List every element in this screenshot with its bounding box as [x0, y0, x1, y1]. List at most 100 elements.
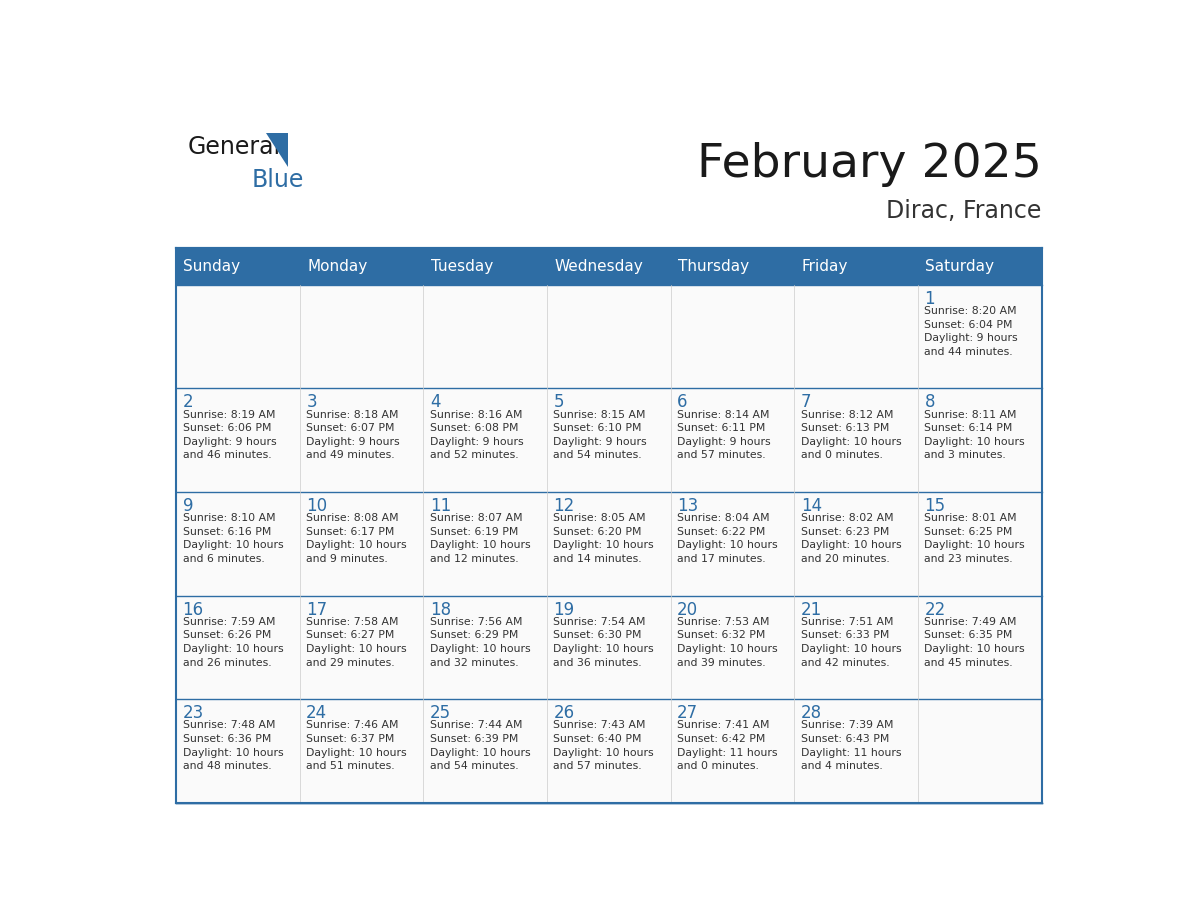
Text: 7: 7 — [801, 393, 811, 411]
Text: Sunrise: 7:41 AM
Sunset: 6:42 PM
Daylight: 11 hours
and 0 minutes.: Sunrise: 7:41 AM Sunset: 6:42 PM Dayligh… — [677, 721, 778, 771]
Text: 9: 9 — [183, 497, 194, 515]
Text: Sunrise: 8:05 AM
Sunset: 6:20 PM
Daylight: 10 hours
and 14 minutes.: Sunrise: 8:05 AM Sunset: 6:20 PM Dayligh… — [554, 513, 655, 564]
Bar — [176, 388, 299, 492]
Text: Sunrise: 7:58 AM
Sunset: 6:27 PM
Daylight: 10 hours
and 29 minutes.: Sunrise: 7:58 AM Sunset: 6:27 PM Dayligh… — [307, 617, 406, 667]
Text: 1: 1 — [924, 290, 935, 308]
Bar — [423, 492, 546, 596]
Text: 19: 19 — [554, 600, 575, 619]
Bar — [671, 285, 795, 388]
Text: 28: 28 — [801, 704, 822, 722]
Text: 27: 27 — [677, 704, 699, 722]
Text: 4: 4 — [430, 393, 441, 411]
Text: Sunrise: 7:59 AM
Sunset: 6:26 PM
Daylight: 10 hours
and 26 minutes.: Sunrise: 7:59 AM Sunset: 6:26 PM Dayligh… — [183, 617, 283, 667]
Text: Sunrise: 8:14 AM
Sunset: 6:11 PM
Daylight: 9 hours
and 57 minutes.: Sunrise: 8:14 AM Sunset: 6:11 PM Dayligh… — [677, 409, 771, 461]
Text: Friday: Friday — [802, 259, 848, 274]
Bar — [546, 492, 671, 596]
Text: Sunrise: 8:10 AM
Sunset: 6:16 PM
Daylight: 10 hours
and 6 minutes.: Sunrise: 8:10 AM Sunset: 6:16 PM Dayligh… — [183, 513, 283, 564]
Bar — [671, 700, 795, 803]
Bar — [671, 492, 795, 596]
Text: Sunrise: 7:43 AM
Sunset: 6:40 PM
Daylight: 10 hours
and 57 minutes.: Sunrise: 7:43 AM Sunset: 6:40 PM Dayligh… — [554, 721, 655, 771]
Bar — [795, 596, 918, 700]
Text: 8: 8 — [924, 393, 935, 411]
Text: Wednesday: Wednesday — [555, 259, 643, 274]
Bar — [299, 285, 423, 388]
Bar — [918, 285, 1042, 388]
Text: 6: 6 — [677, 393, 688, 411]
Bar — [671, 388, 795, 492]
Bar — [176, 700, 299, 803]
Bar — [176, 285, 299, 388]
Text: 23: 23 — [183, 704, 204, 722]
Bar — [918, 492, 1042, 596]
Text: 18: 18 — [430, 600, 451, 619]
Text: Sunrise: 8:19 AM
Sunset: 6:06 PM
Daylight: 9 hours
and 46 minutes.: Sunrise: 8:19 AM Sunset: 6:06 PM Dayligh… — [183, 409, 276, 461]
Text: 3: 3 — [307, 393, 317, 411]
Bar — [176, 492, 299, 596]
Text: Saturday: Saturday — [925, 259, 994, 274]
Text: Dirac, France: Dirac, France — [886, 198, 1042, 222]
Text: Sunrise: 8:08 AM
Sunset: 6:17 PM
Daylight: 10 hours
and 9 minutes.: Sunrise: 8:08 AM Sunset: 6:17 PM Dayligh… — [307, 513, 406, 564]
Text: General: General — [188, 135, 280, 159]
Text: 20: 20 — [677, 600, 699, 619]
Text: 21: 21 — [801, 600, 822, 619]
Text: Sunrise: 8:04 AM
Sunset: 6:22 PM
Daylight: 10 hours
and 17 minutes.: Sunrise: 8:04 AM Sunset: 6:22 PM Dayligh… — [677, 513, 778, 564]
Text: Tuesday: Tuesday — [431, 259, 493, 274]
Bar — [176, 596, 299, 700]
Bar — [176, 248, 1042, 285]
Bar — [795, 492, 918, 596]
Text: 5: 5 — [554, 393, 564, 411]
Text: 17: 17 — [307, 600, 328, 619]
Text: Sunrise: 8:20 AM
Sunset: 6:04 PM
Daylight: 9 hours
and 44 minutes.: Sunrise: 8:20 AM Sunset: 6:04 PM Dayligh… — [924, 306, 1018, 357]
Text: 14: 14 — [801, 497, 822, 515]
Bar — [299, 492, 423, 596]
Text: Blue: Blue — [252, 168, 304, 192]
Bar — [795, 388, 918, 492]
Text: Sunrise: 7:48 AM
Sunset: 6:36 PM
Daylight: 10 hours
and 48 minutes.: Sunrise: 7:48 AM Sunset: 6:36 PM Dayligh… — [183, 721, 283, 771]
Text: Thursday: Thursday — [678, 259, 750, 274]
Text: Sunrise: 8:01 AM
Sunset: 6:25 PM
Daylight: 10 hours
and 23 minutes.: Sunrise: 8:01 AM Sunset: 6:25 PM Dayligh… — [924, 513, 1025, 564]
Text: Sunrise: 8:12 AM
Sunset: 6:13 PM
Daylight: 10 hours
and 0 minutes.: Sunrise: 8:12 AM Sunset: 6:13 PM Dayligh… — [801, 409, 902, 461]
Text: Sunrise: 7:54 AM
Sunset: 6:30 PM
Daylight: 10 hours
and 36 minutes.: Sunrise: 7:54 AM Sunset: 6:30 PM Dayligh… — [554, 617, 655, 667]
Bar — [423, 285, 546, 388]
Text: Sunrise: 8:18 AM
Sunset: 6:07 PM
Daylight: 9 hours
and 49 minutes.: Sunrise: 8:18 AM Sunset: 6:07 PM Dayligh… — [307, 409, 400, 461]
Text: Sunday: Sunday — [183, 259, 241, 274]
Bar — [423, 388, 546, 492]
Text: 2: 2 — [183, 393, 194, 411]
Bar — [918, 700, 1042, 803]
Text: 11: 11 — [430, 497, 451, 515]
Text: 25: 25 — [430, 704, 451, 722]
Text: 22: 22 — [924, 600, 946, 619]
Bar — [918, 596, 1042, 700]
Text: 24: 24 — [307, 704, 328, 722]
Text: February 2025: February 2025 — [696, 142, 1042, 187]
Bar — [299, 596, 423, 700]
Bar — [795, 285, 918, 388]
Text: Sunrise: 8:11 AM
Sunset: 6:14 PM
Daylight: 10 hours
and 3 minutes.: Sunrise: 8:11 AM Sunset: 6:14 PM Dayligh… — [924, 409, 1025, 461]
Bar — [671, 596, 795, 700]
Text: Sunrise: 8:07 AM
Sunset: 6:19 PM
Daylight: 10 hours
and 12 minutes.: Sunrise: 8:07 AM Sunset: 6:19 PM Dayligh… — [430, 513, 531, 564]
Text: Sunrise: 8:16 AM
Sunset: 6:08 PM
Daylight: 9 hours
and 52 minutes.: Sunrise: 8:16 AM Sunset: 6:08 PM Dayligh… — [430, 409, 524, 461]
Polygon shape — [266, 133, 289, 167]
Text: 10: 10 — [307, 497, 328, 515]
Text: Sunrise: 8:15 AM
Sunset: 6:10 PM
Daylight: 9 hours
and 54 minutes.: Sunrise: 8:15 AM Sunset: 6:10 PM Dayligh… — [554, 409, 647, 461]
Bar — [299, 700, 423, 803]
Text: Sunrise: 7:39 AM
Sunset: 6:43 PM
Daylight: 11 hours
and 4 minutes.: Sunrise: 7:39 AM Sunset: 6:43 PM Dayligh… — [801, 721, 902, 771]
Bar — [423, 700, 546, 803]
Bar — [546, 285, 671, 388]
Text: Sunrise: 8:02 AM
Sunset: 6:23 PM
Daylight: 10 hours
and 20 minutes.: Sunrise: 8:02 AM Sunset: 6:23 PM Dayligh… — [801, 513, 902, 564]
Bar — [546, 700, 671, 803]
Text: Sunrise: 7:51 AM
Sunset: 6:33 PM
Daylight: 10 hours
and 42 minutes.: Sunrise: 7:51 AM Sunset: 6:33 PM Dayligh… — [801, 617, 902, 667]
Text: Sunrise: 7:46 AM
Sunset: 6:37 PM
Daylight: 10 hours
and 51 minutes.: Sunrise: 7:46 AM Sunset: 6:37 PM Dayligh… — [307, 721, 406, 771]
Text: 12: 12 — [554, 497, 575, 515]
Bar — [423, 596, 546, 700]
Bar — [918, 388, 1042, 492]
Bar — [795, 700, 918, 803]
Text: Sunrise: 7:44 AM
Sunset: 6:39 PM
Daylight: 10 hours
and 54 minutes.: Sunrise: 7:44 AM Sunset: 6:39 PM Dayligh… — [430, 721, 531, 771]
Text: Sunrise: 7:53 AM
Sunset: 6:32 PM
Daylight: 10 hours
and 39 minutes.: Sunrise: 7:53 AM Sunset: 6:32 PM Dayligh… — [677, 617, 778, 667]
Text: 15: 15 — [924, 497, 946, 515]
Text: 26: 26 — [554, 704, 575, 722]
Bar — [546, 596, 671, 700]
Bar — [299, 388, 423, 492]
Text: Sunrise: 7:56 AM
Sunset: 6:29 PM
Daylight: 10 hours
and 32 minutes.: Sunrise: 7:56 AM Sunset: 6:29 PM Dayligh… — [430, 617, 531, 667]
Text: 16: 16 — [183, 600, 203, 619]
